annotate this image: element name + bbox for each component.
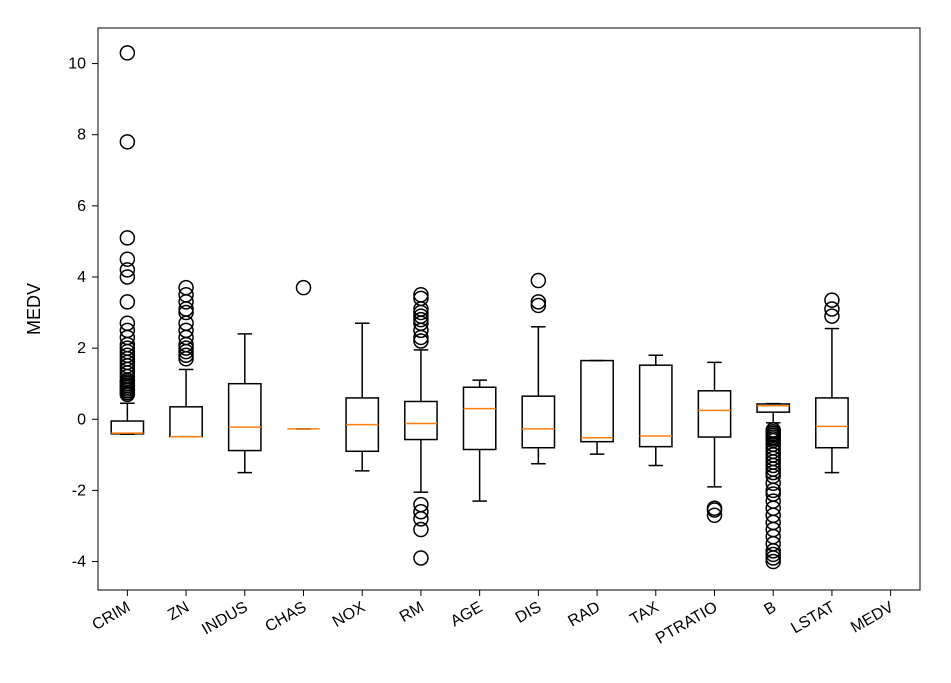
chart-svg: -4 -2 0 2 4 6 8 10 MEDV CRIM ZN INDUS CHAS NOX RM AGE DI… <box>0 0 951 683</box>
svg-text:ZN: ZN <box>165 599 192 624</box>
svg-text:AGE: AGE <box>448 599 486 631</box>
svg-text:DIS: DIS <box>513 599 545 627</box>
svg-text:CRIM: CRIM <box>89 599 133 634</box>
svg-text:LSTAT: LSTAT <box>788 599 838 638</box>
svg-text:6: 6 <box>77 198 86 215</box>
svg-text:0: 0 <box>77 411 86 428</box>
svg-text:-4: -4 <box>72 554 86 571</box>
svg-text:TAX: TAX <box>627 599 662 629</box>
svg-text:RAD: RAD <box>565 599 603 631</box>
svg-text:8: 8 <box>77 127 86 144</box>
svg-text:-2: -2 <box>72 482 86 499</box>
boxplot-chart: -4 -2 0 2 4 6 8 10 MEDV CRIM ZN INDUS CHAS NOX RM AGE DI… <box>0 0 951 683</box>
svg-text:INDUS: INDUS <box>199 599 251 639</box>
svg-text:NOX: NOX <box>330 599 369 631</box>
svg-text:MEDV: MEDV <box>848 599 897 637</box>
svg-text:2: 2 <box>77 340 86 357</box>
svg-text:B: B <box>761 599 779 619</box>
svg-text:RM: RM <box>397 599 427 626</box>
svg-text:PTRATIO: PTRATIO <box>653 599 721 648</box>
svg-text:4: 4 <box>77 269 86 286</box>
svg-text:10: 10 <box>68 56 86 73</box>
svg-text:MEDV: MEDV <box>24 283 44 335</box>
svg-text:CHAS: CHAS <box>263 599 310 636</box>
